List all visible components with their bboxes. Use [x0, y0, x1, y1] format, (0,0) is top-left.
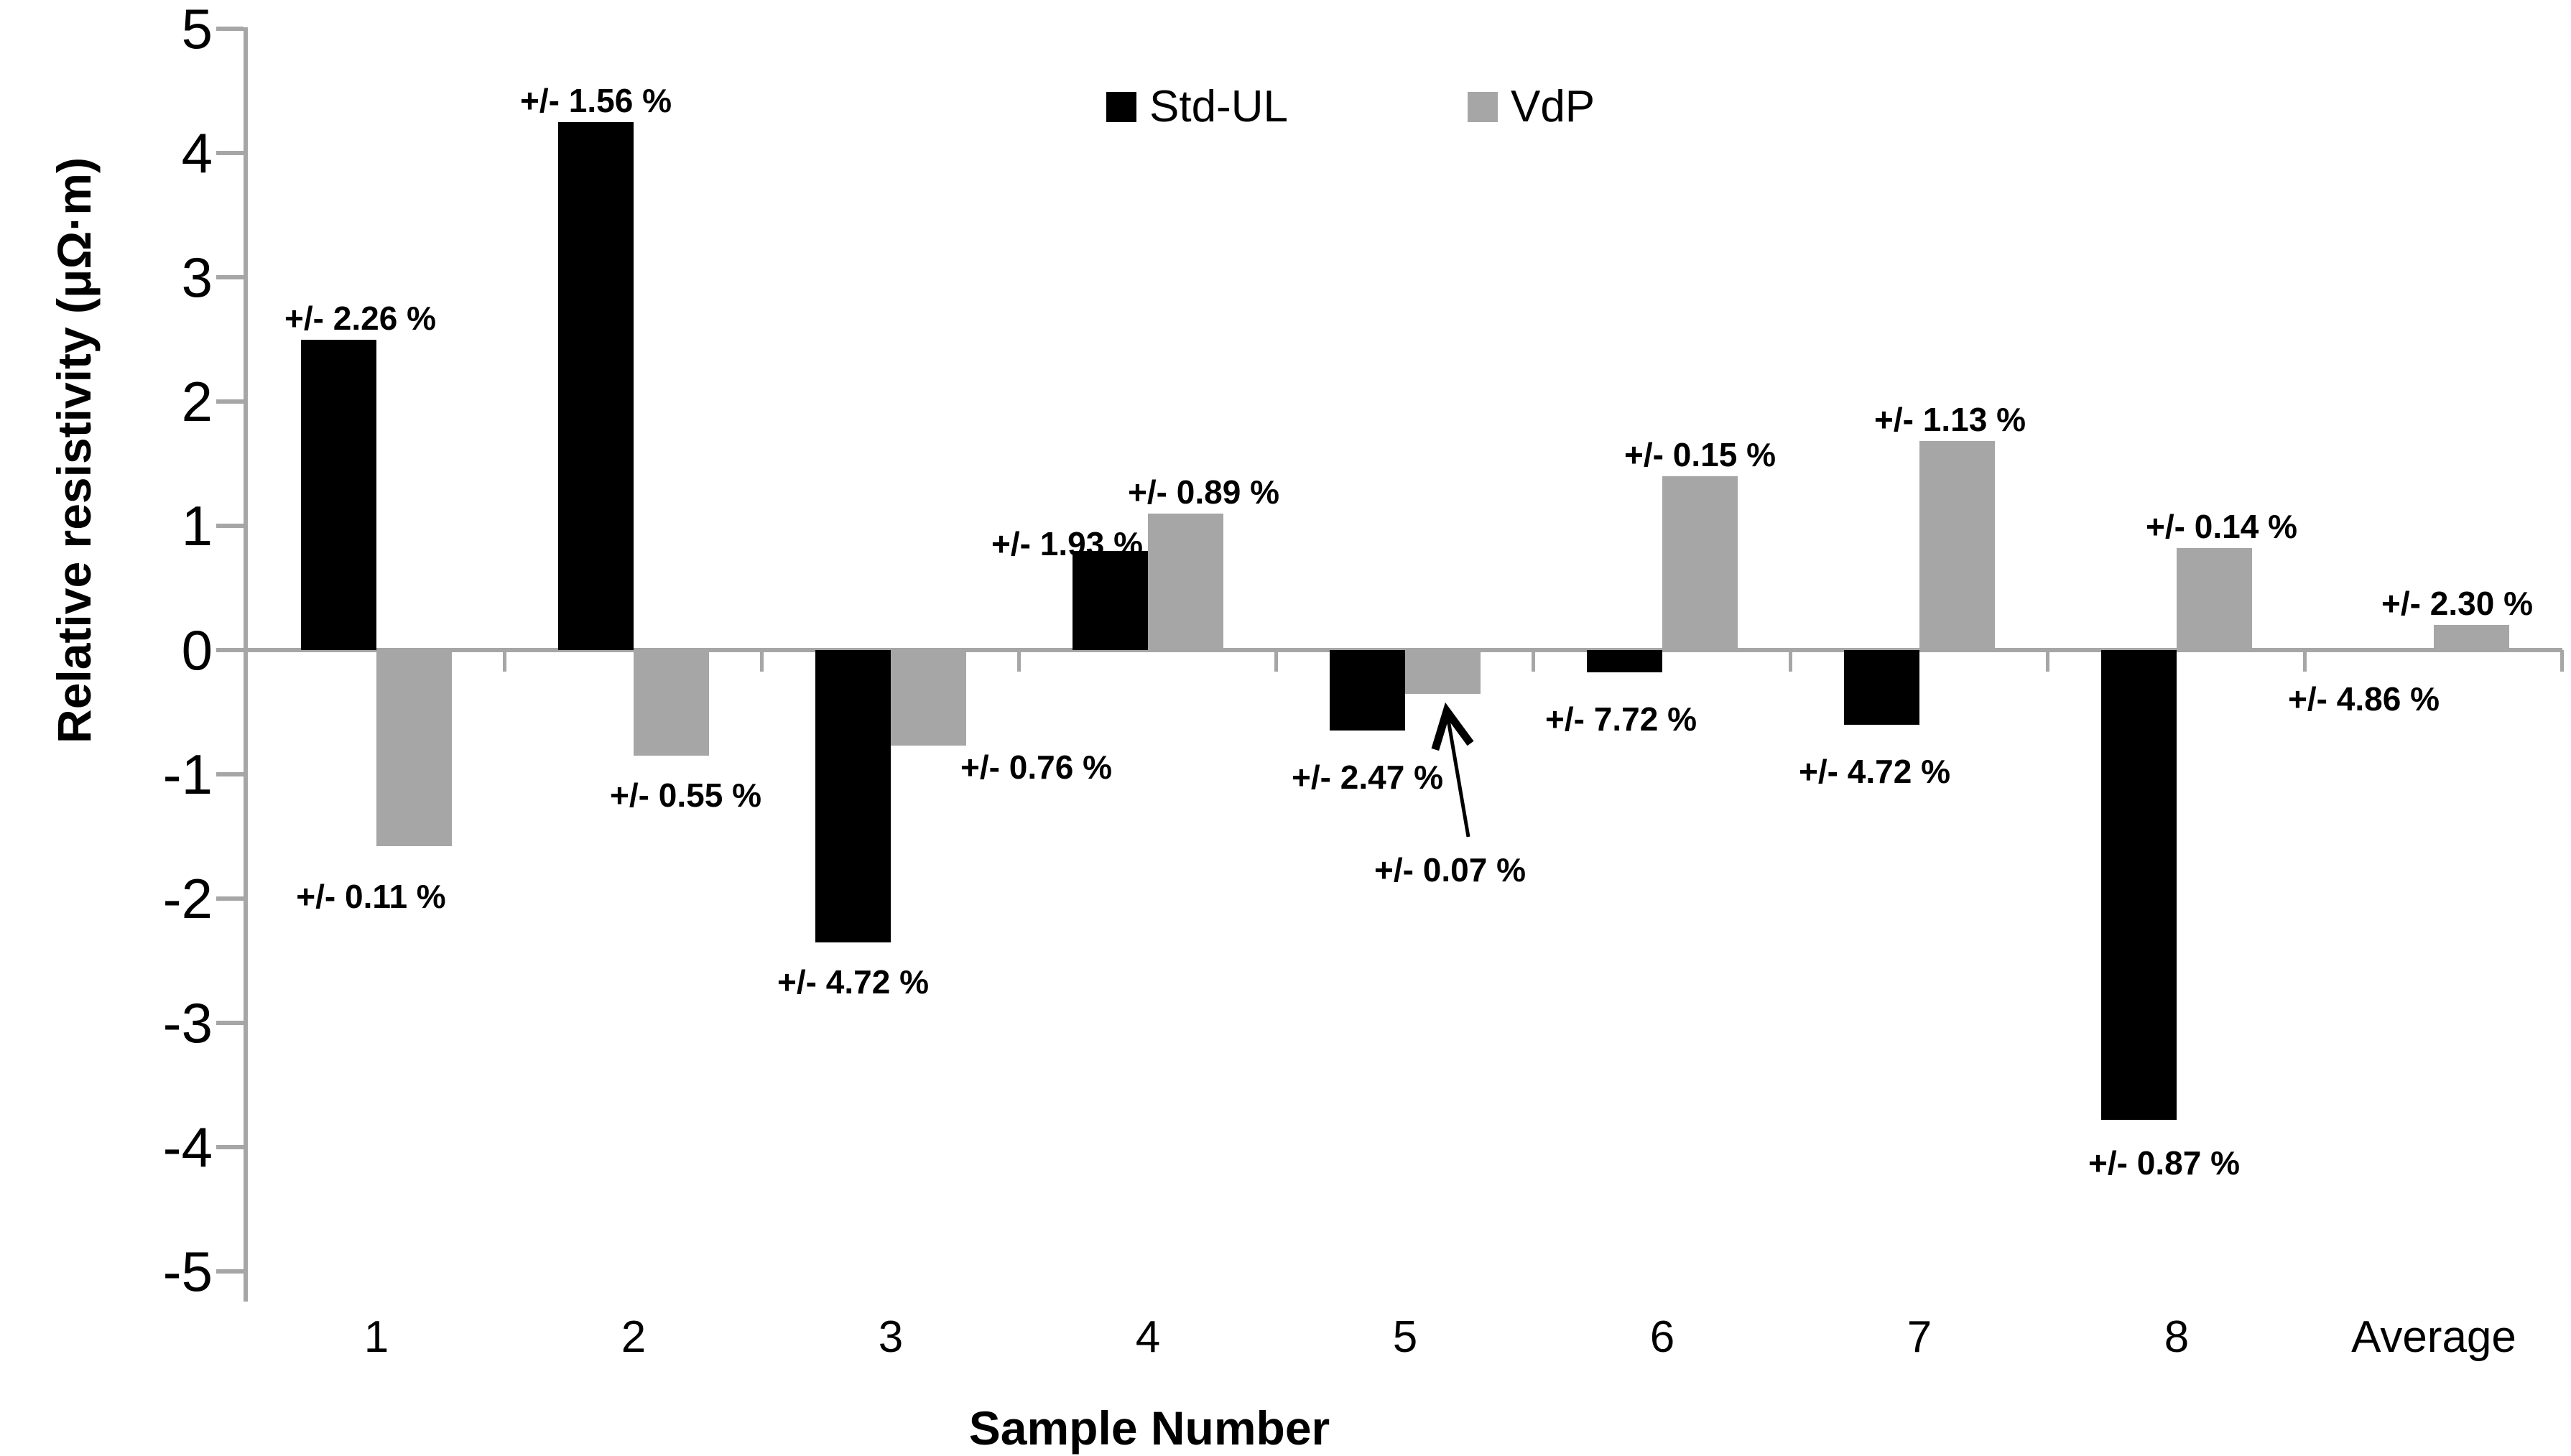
legend: Std-UL VdP	[1106, 83, 1595, 131]
y-axis-tick	[216, 27, 244, 31]
bar-vdp-sample-3	[891, 650, 966, 746]
error-label: +/- 1.93 %	[991, 524, 1143, 562]
error-label: +/- 0.87 %	[2088, 1144, 2240, 1182]
error-label: +/- 0.14 %	[2146, 508, 2297, 546]
bar-std-ul-sample-1	[301, 339, 376, 650]
category-tick	[2046, 650, 2049, 672]
bar-std-ul-sample-3	[815, 650, 891, 942]
bar-vdp-sample-7	[1919, 441, 1995, 650]
category-tick	[1017, 650, 1021, 672]
category-tick	[503, 650, 506, 672]
y-tick-label: 4	[181, 121, 213, 185]
y-tick-label: -1	[162, 743, 213, 806]
y-axis-tick	[216, 648, 244, 652]
bar-std-ul-sample-7	[1844, 650, 1919, 725]
bar-vdp-sample-6	[1662, 476, 1738, 650]
category-tick	[1789, 650, 1792, 672]
error-label: +/- 0.76 %	[960, 748, 1112, 787]
y-axis-tick	[216, 1269, 244, 1274]
error-label: +/- 0.89 %	[1128, 473, 1279, 511]
bar-std-ul-sample-4	[1073, 550, 1148, 650]
category-tick	[760, 650, 764, 672]
bar-std-ul-sample-8	[2101, 650, 2177, 1120]
bar-std-ul-sample-2	[558, 121, 634, 650]
bar-vdp-sample-1	[376, 650, 452, 847]
category-tick	[2560, 650, 2564, 672]
error-label: +/- 4.86 %	[2288, 680, 2440, 718]
error-label: +/- 1.56 %	[520, 81, 672, 119]
legend-item-std-ul: Std-UL	[1106, 83, 1288, 131]
category-tick	[2303, 650, 2307, 672]
x-tick-label: 7	[1907, 1312, 1932, 1362]
bar-std-ul-sample-5	[1330, 650, 1405, 731]
y-tick-label: 5	[181, 0, 213, 60]
error-label: +/- 0.15 %	[1624, 435, 1776, 473]
y-axis-tick	[216, 1021, 244, 1025]
y-axis-tick	[216, 896, 244, 901]
y-axis-tick	[216, 275, 244, 279]
error-label: +/- 0.55 %	[610, 776, 761, 815]
bar-vdp-sample-5	[1405, 650, 1481, 694]
bar-vdp-sample-2	[634, 650, 709, 756]
category-tick	[1274, 650, 1278, 672]
y-tick-label: -4	[162, 1116, 213, 1179]
error-label: +/- 4.72 %	[1799, 752, 1950, 790]
x-tick-label: 2	[621, 1312, 647, 1362]
y-axis-tick	[216, 772, 244, 776]
legend-item-vdp: VdP	[1467, 82, 1595, 131]
y-tick-label: -2	[162, 867, 213, 930]
x-tick-label: 1	[363, 1312, 389, 1362]
error-label: +/- 0.07 %	[1374, 850, 1526, 889]
x-axis-title: Sample Number	[968, 1401, 1330, 1455]
y-tick-label: 0	[181, 618, 213, 682]
legend-label-vdp: VdP	[1510, 82, 1595, 131]
bar-vdp-sample-average	[2434, 625, 2509, 650]
bar-vdp-sample-4	[1148, 513, 1223, 650]
y-tick-label: 3	[181, 246, 213, 309]
x-tick-label: 5	[1392, 1312, 1418, 1362]
x-tick-label: 4	[1135, 1312, 1161, 1362]
legend-swatch-vdp-icon	[1467, 92, 1498, 122]
error-label: +/- 2.30 %	[2381, 585, 2533, 623]
y-tick-label: -5	[162, 1240, 213, 1303]
error-label: +/- 7.72 %	[1545, 700, 1697, 738]
y-tick-label: 2	[181, 370, 213, 433]
legend-swatch-std-ul-icon	[1106, 92, 1136, 122]
bar-std-ul-sample-6	[1587, 650, 1662, 673]
y-tick-label: -3	[162, 991, 213, 1054]
bar-vdp-sample-8	[2177, 548, 2252, 650]
error-label: +/- 1.13 %	[1874, 401, 2026, 439]
x-tick-label: Average	[2351, 1312, 2516, 1362]
y-axis-tick	[216, 1145, 244, 1149]
y-axis-title: Relative resistivity (μΩ·m)	[47, 157, 101, 743]
error-label: +/- 2.26 %	[284, 299, 436, 337]
y-axis-line	[244, 27, 248, 1302]
y-axis-tick	[216, 151, 244, 155]
y-axis-tick	[216, 399, 244, 404]
error-label: +/- 4.72 %	[777, 963, 929, 1001]
category-tick	[1532, 650, 1535, 672]
error-label: +/- 0.11 %	[296, 878, 446, 916]
y-axis-tick	[216, 524, 244, 528]
x-tick-label: 6	[1649, 1312, 1675, 1362]
legend-label-std-ul: Std-UL	[1149, 82, 1288, 131]
y-tick-label: 1	[181, 494, 213, 557]
error-label: +/- 2.47 %	[1292, 759, 1443, 797]
x-tick-label: 3	[878, 1312, 904, 1362]
x-tick-label: 8	[2164, 1312, 2190, 1362]
